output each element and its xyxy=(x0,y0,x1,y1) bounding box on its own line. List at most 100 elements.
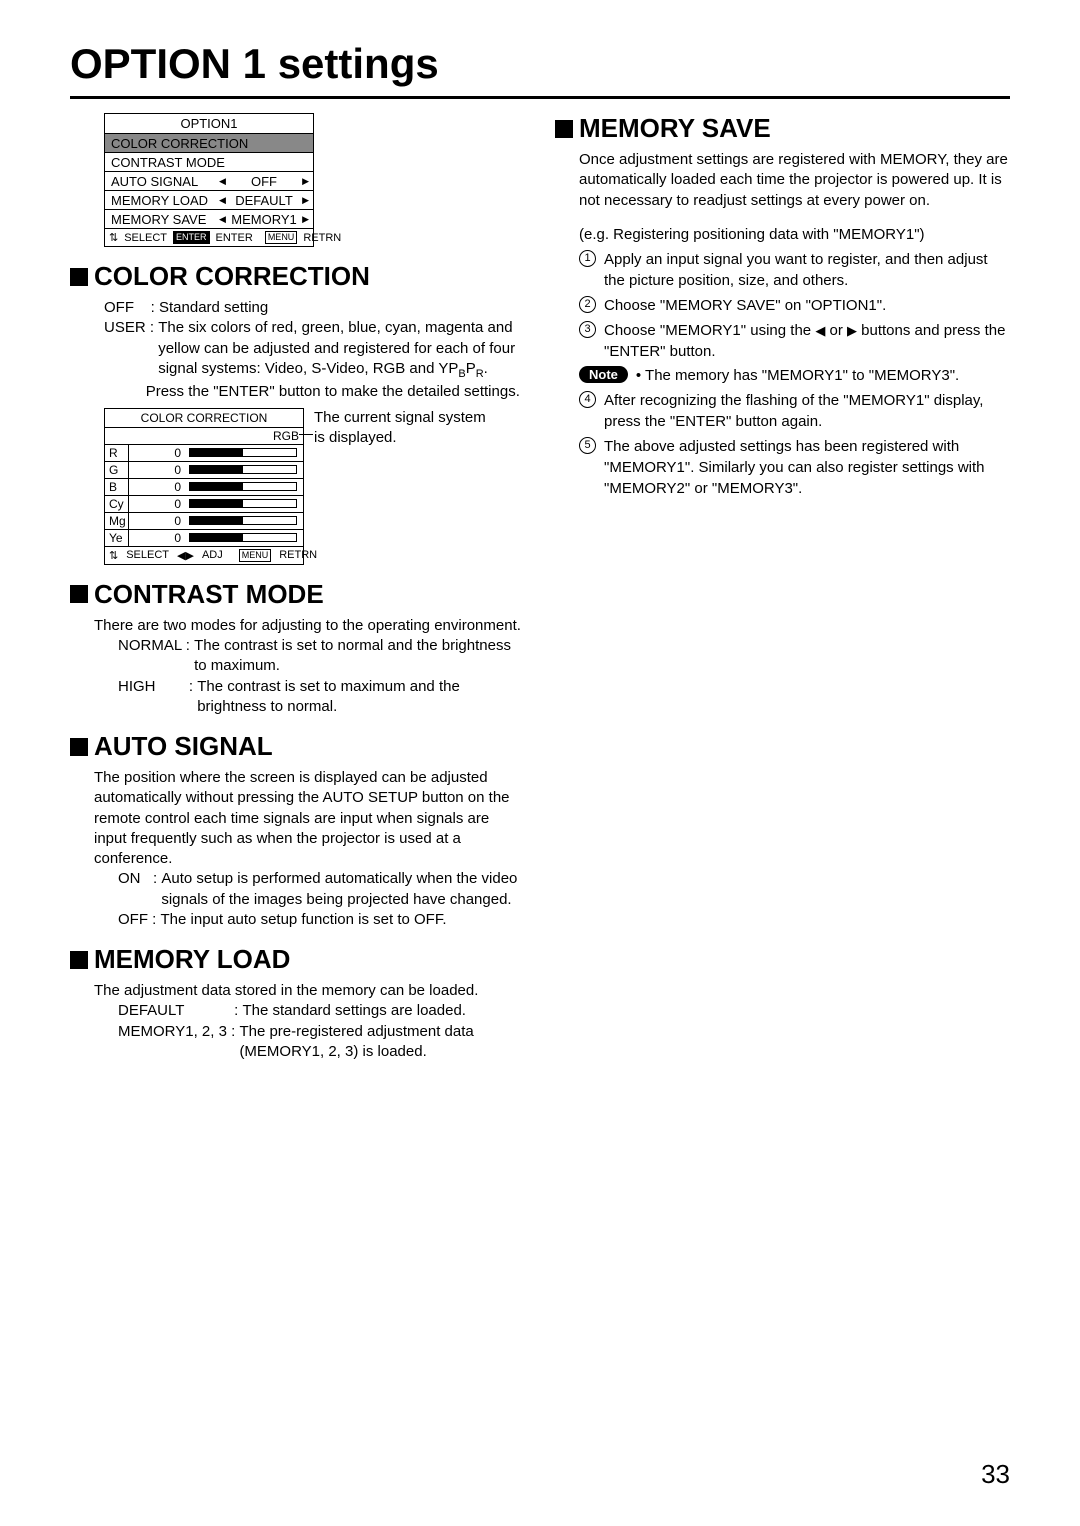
menu-title: OPTION1 xyxy=(105,114,313,133)
step-1: 1Apply an input signal you want to regis… xyxy=(579,249,1010,291)
cc-annotation: The current signal system is displayed. xyxy=(314,408,494,449)
square-bullet-icon xyxy=(555,120,573,138)
memory-load-intro: The adjustment data stored in the memory… xyxy=(94,981,525,1001)
cc-channel-value: 0 xyxy=(129,497,189,511)
step-2: 2Choose "MEMORY SAVE" on "OPTION1". xyxy=(579,295,1010,316)
menu-button-icon: MENU xyxy=(265,231,298,244)
auto-on-def: ON : Auto setup is performed automatical… xyxy=(118,869,525,910)
step-number-icon: 5 xyxy=(579,437,596,454)
right-column: MEMORY SAVE Once adjustment settings are… xyxy=(555,113,1010,1062)
cc-channel-label: Cy xyxy=(105,496,129,512)
cc-channel-value: 0 xyxy=(129,463,189,477)
cc-channel-label: Ye xyxy=(105,530,129,546)
cc-channel-value: 0 xyxy=(129,446,189,460)
footer-retrn: RETRN xyxy=(303,232,341,244)
cc-channel-bar xyxy=(189,499,303,508)
menu-label: COLOR CORRECTION xyxy=(109,136,309,151)
memory-save-heading: MEMORY SAVE xyxy=(555,113,1010,144)
square-bullet-icon xyxy=(70,585,88,603)
step-number-icon: 3 xyxy=(579,321,596,338)
menu-button-icon: MENU xyxy=(239,549,272,562)
option1-menu: OPTION1 COLOR CORRECTION CONTRAST MODE A… xyxy=(104,113,314,247)
left-arrow-icon: ◀ xyxy=(219,195,226,206)
page-number: 33 xyxy=(981,1459,1010,1490)
right-arrow-icon: ▶ xyxy=(302,176,309,187)
square-bullet-icon xyxy=(70,268,88,286)
cc-user-def2: Press the "ENTER" button to make the det… xyxy=(104,382,525,402)
auto-signal-heading: AUTO SIGNAL xyxy=(70,731,525,762)
cc-channel-label: R xyxy=(105,445,129,461)
cc-channel-label: G xyxy=(105,462,129,478)
memory-save-eg: (e.g. Registering positioning data with … xyxy=(579,225,1010,245)
menu-label: AUTO SIGNAL xyxy=(109,174,219,189)
right-arrow-icon: ▶ xyxy=(302,214,309,225)
auto-signal-intro: The position where the screen is display… xyxy=(94,768,525,869)
cc-signal: RGB xyxy=(105,427,303,444)
note-text: • The memory has "MEMORY1" to "MEMORY3". xyxy=(636,366,959,386)
menu-row-auto-signal: AUTO SIGNAL ◀OFF▶ xyxy=(105,171,313,190)
footer-enter: ENTER xyxy=(216,232,253,244)
memory-load-heading: MEMORY LOAD xyxy=(70,944,525,975)
step-3: 3Choose "MEMORY1" using the ◀ or ▶ butto… xyxy=(579,320,1010,362)
menu-label: MEMORY SAVE xyxy=(109,212,219,227)
updown-icon: ⇅ xyxy=(109,549,118,562)
cc-channel-row: G0 xyxy=(105,461,303,478)
cc-footer: ⇅ SELECT ◀▶ ADJ MENU RETRN xyxy=(105,546,303,564)
enter-button-icon: ENTER xyxy=(173,231,210,244)
right-arrow-icon: ▶ xyxy=(302,195,309,206)
cc-channel-value: 0 xyxy=(129,531,189,545)
left-triangle-icon: ◀ xyxy=(815,323,825,338)
cc-channel-bar xyxy=(189,448,303,457)
menu-value: OFF xyxy=(226,174,302,189)
cc-channel-row: Cy0 xyxy=(105,495,303,512)
page-title: OPTION 1 settings xyxy=(70,40,1010,99)
cc-channel-row: R0 xyxy=(105,444,303,461)
step-4: 4After recognizing the flashing of the "… xyxy=(579,390,1010,432)
step-number-icon: 2 xyxy=(579,296,596,313)
step-5: 5The above adjusted settings has been re… xyxy=(579,436,1010,499)
footer-select: SELECT xyxy=(126,549,169,561)
cc-channel-value: 0 xyxy=(129,480,189,494)
cc-channel-value: 0 xyxy=(129,514,189,528)
memload-memory-def: MEMORY1, 2, 3 : The pre-registered adjus… xyxy=(118,1022,525,1063)
contrast-normal-def: NORMAL : The contrast is set to normal a… xyxy=(118,636,525,677)
content-columns: OPTION1 COLOR CORRECTION CONTRAST MODE A… xyxy=(70,113,1010,1062)
memory-save-intro: Once adjustment settings are registered … xyxy=(579,150,1010,211)
step-number-icon: 1 xyxy=(579,250,596,267)
menu-row-color-correction: COLOR CORRECTION xyxy=(105,133,313,152)
menu-footer: ⇅ SELECT ENTER ENTER MENU RETRN xyxy=(105,228,313,246)
cc-channel-row: Ye0 xyxy=(105,529,303,546)
menu-value: MEMORY1 xyxy=(226,212,302,227)
cc-channel-row: Mg0 xyxy=(105,512,303,529)
annotation-line xyxy=(299,434,313,435)
auto-off-def: OFF : The input auto setup function is s… xyxy=(118,910,525,930)
note-row: Note • The memory has "MEMORY1" to "MEMO… xyxy=(579,366,1010,386)
contrast-high-def: HIGH : The contrast is set to maximum an… xyxy=(118,677,525,718)
menu-row-memory-load: MEMORY LOAD ◀DEFAULT▶ xyxy=(105,190,313,209)
updown-icon: ⇅ xyxy=(109,231,118,244)
cc-off-def: OFF : Standard setting xyxy=(104,298,525,318)
cc-channel-bar xyxy=(189,516,303,525)
left-arrow-icon: ◀ xyxy=(219,176,226,187)
square-bullet-icon xyxy=(70,738,88,756)
contrast-intro: There are two modes for adjusting to the… xyxy=(94,616,525,636)
footer-adj: ADJ xyxy=(202,549,223,561)
footer-retrn: RETRN xyxy=(279,549,317,561)
step-number-icon: 4 xyxy=(579,391,596,408)
note-pill: Note xyxy=(579,366,628,383)
contrast-mode-heading: CONTRAST MODE xyxy=(70,579,525,610)
menu-label: MEMORY LOAD xyxy=(109,193,219,208)
left-column: OPTION1 COLOR CORRECTION CONTRAST MODE A… xyxy=(70,113,525,1062)
cc-channel-bar xyxy=(189,482,303,491)
cc-title: COLOR CORRECTION xyxy=(105,409,303,427)
cc-user-def: USER : The six colors of red, green, blu… xyxy=(104,318,525,381)
cc-channel-bar xyxy=(189,533,303,542)
leftright-icon: ◀▶ xyxy=(177,549,194,562)
color-correction-table: COLOR CORRECTION RGB R0G0B0Cy0Mg0Ye0 ⇅ S… xyxy=(104,408,304,565)
menu-row-memory-save: MEMORY SAVE ◀MEMORY1▶ xyxy=(105,209,313,228)
right-triangle-icon: ▶ xyxy=(847,323,857,338)
menu-value: DEFAULT xyxy=(226,193,302,208)
color-correction-heading: COLOR CORRECTION xyxy=(70,261,525,292)
menu-label: CONTRAST MODE xyxy=(109,155,309,170)
square-bullet-icon xyxy=(70,951,88,969)
